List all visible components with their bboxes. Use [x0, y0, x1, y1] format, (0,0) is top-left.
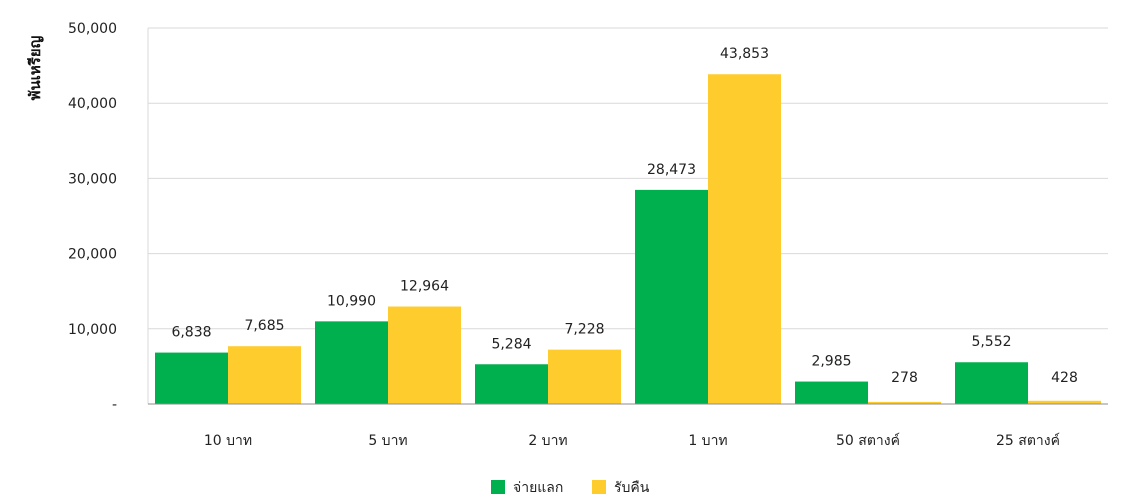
data-label: 5,284	[491, 336, 531, 352]
legend-swatch	[592, 480, 606, 494]
bar	[868, 401, 941, 404]
bar	[708, 74, 781, 405]
bar	[1028, 400, 1101, 404]
y-tick-label: 10,000	[68, 322, 117, 338]
data-label: 10,990	[327, 293, 376, 309]
bar	[228, 346, 301, 404]
data-label: 5,552	[971, 334, 1011, 350]
data-label: 6,838	[171, 325, 211, 341]
legend-label: รับคืน	[614, 480, 650, 495]
bars	[155, 74, 1101, 405]
y-axis-label: พันเหรียญ	[26, 35, 44, 100]
bar	[155, 352, 228, 404]
data-label: 12,964	[400, 279, 449, 295]
data-label: 7,228	[564, 322, 604, 338]
x-axis-ticks: 10 บาท 5 บาท 2 บาท 1 บาท 50 สตางค์ 25 สตางค์	[204, 432, 1060, 449]
y-tick-label: -	[112, 397, 117, 413]
legend: จ่ายแลก รับคืน	[491, 480, 650, 495]
data-label: 2,985	[811, 354, 851, 370]
x-tick-label: 1 บาท	[688, 433, 727, 449]
x-tick-label: 25 สตางค์	[996, 432, 1060, 449]
bar	[475, 364, 548, 404]
bar	[548, 349, 621, 404]
y-axis-ticks: - 10,000 20,000 30,000 40,000 50,000	[68, 21, 117, 413]
y-tick-label: 50,000	[68, 21, 117, 37]
data-labels: 6,838 7,685 10,990 12,964 5,284 7,228 28,473 43…	[171, 46, 1077, 386]
bar	[388, 306, 461, 404]
y-tick-label: 40,000	[68, 96, 117, 112]
data-label: 28,473	[647, 162, 696, 178]
bar	[955, 362, 1028, 404]
bar	[635, 189, 708, 404]
x-tick-label: 5 บาท	[368, 433, 407, 449]
gridlines	[147, 27, 1108, 404]
data-label: 43,853	[720, 46, 769, 62]
x-tick-label: 10 บาท	[204, 433, 252, 449]
y-tick-label: 20,000	[68, 247, 117, 263]
legend-label: จ่ายแลก	[513, 480, 563, 495]
x-tick-label: 2 บาท	[528, 433, 567, 449]
data-label: 278	[891, 370, 918, 386]
x-tick-label: 50 สตางค์	[836, 432, 900, 449]
bar	[315, 321, 388, 404]
data-label: 428	[1051, 370, 1078, 386]
bar	[795, 381, 868, 404]
legend-swatch	[491, 480, 505, 494]
y-tick-label: 30,000	[68, 171, 117, 187]
data-label: 7,685	[244, 318, 284, 334]
